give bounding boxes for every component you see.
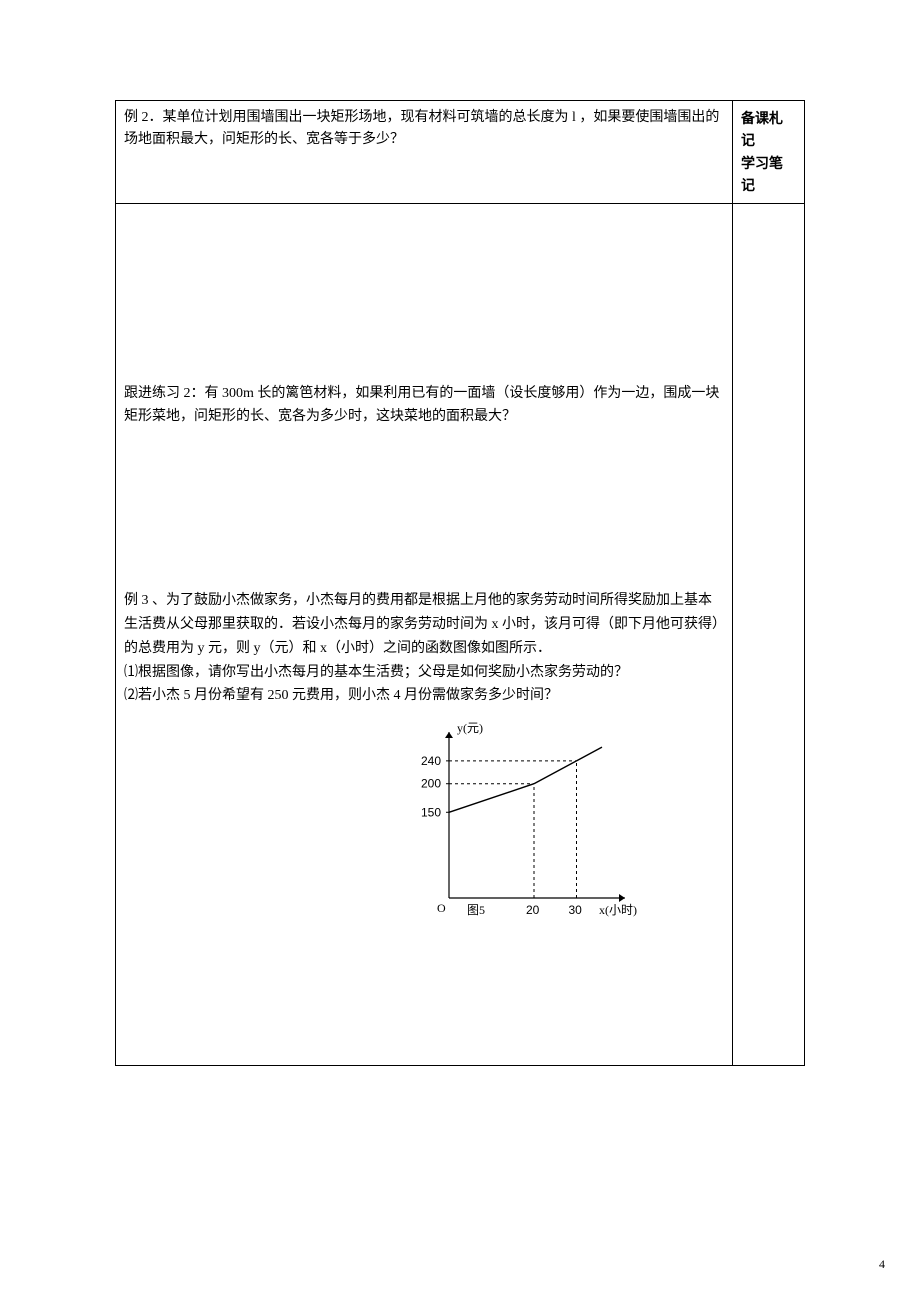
- example3-q1: ⑴根据图像，请你写出小杰每月的基本生活费；父母是如何奖励小杰家务劳动的？: [124, 661, 724, 685]
- svg-text:200: 200: [421, 777, 441, 791]
- svg-text:图5: 图5: [467, 903, 485, 917]
- side-header-line1: 备课札记: [741, 107, 796, 152]
- example3-p1: 例 3 、为了鼓励小杰做家务，小杰每月的费用都是根据上月他的家务劳动时间所得奖励…: [124, 589, 724, 660]
- example2-cell: 例 2．某单位计划用围墙围出一块矩形场地，现有材料可筑墙的总长度为 l ，如果要…: [116, 101, 733, 204]
- svg-text:150: 150: [421, 805, 441, 819]
- svg-text:y(元): y(元): [457, 721, 483, 735]
- example2-text: 例 2．某单位计划用围墙围出一块矩形场地，现有材料可筑墙的总长度为 l ，如果要…: [124, 107, 724, 152]
- practice2-text: 跟进练习 2：有 300m 长的篱笆材料，如果利用已有的一面墙（设长度够用）作为…: [124, 382, 724, 430]
- blank-space-3: [124, 937, 724, 1057]
- svg-text:30: 30: [569, 903, 583, 917]
- main-content-cell: 跟进练习 2：有 300m 长的篱笆材料，如果利用已有的一面墙（设长度够用）作为…: [116, 203, 733, 1065]
- side-header-line2: 学习笔记: [741, 152, 796, 197]
- chart-svg: y(元) x(小时) O 150 200 240 20 30 图5: [409, 718, 639, 928]
- worksheet-table: 例 2．某单位计划用围墙围出一块矩形场地，现有材料可筑墙的总长度为 l ，如果要…: [115, 100, 805, 1066]
- example3-q2: ⑵若小杰 5 月份希望有 250 元费用，则小杰 4 月份需做家务多少时间？: [124, 684, 724, 708]
- page-number: 4: [879, 1257, 885, 1272]
- svg-text:20: 20: [526, 903, 540, 917]
- side-header: 备课札记 学习笔记: [733, 101, 805, 204]
- side-body: [733, 203, 805, 1065]
- function-chart: y(元) x(小时) O 150 200 240 20 30 图5: [409, 718, 639, 937]
- svg-text:240: 240: [421, 754, 441, 768]
- chart-container: y(元) x(小时) O 150 200 240 20 30 图5: [124, 718, 724, 937]
- svg-text:O: O: [437, 901, 446, 915]
- svg-text:x(小时): x(小时): [599, 903, 637, 917]
- blank-space-2: [124, 429, 724, 589]
- blank-space-1: [124, 212, 724, 382]
